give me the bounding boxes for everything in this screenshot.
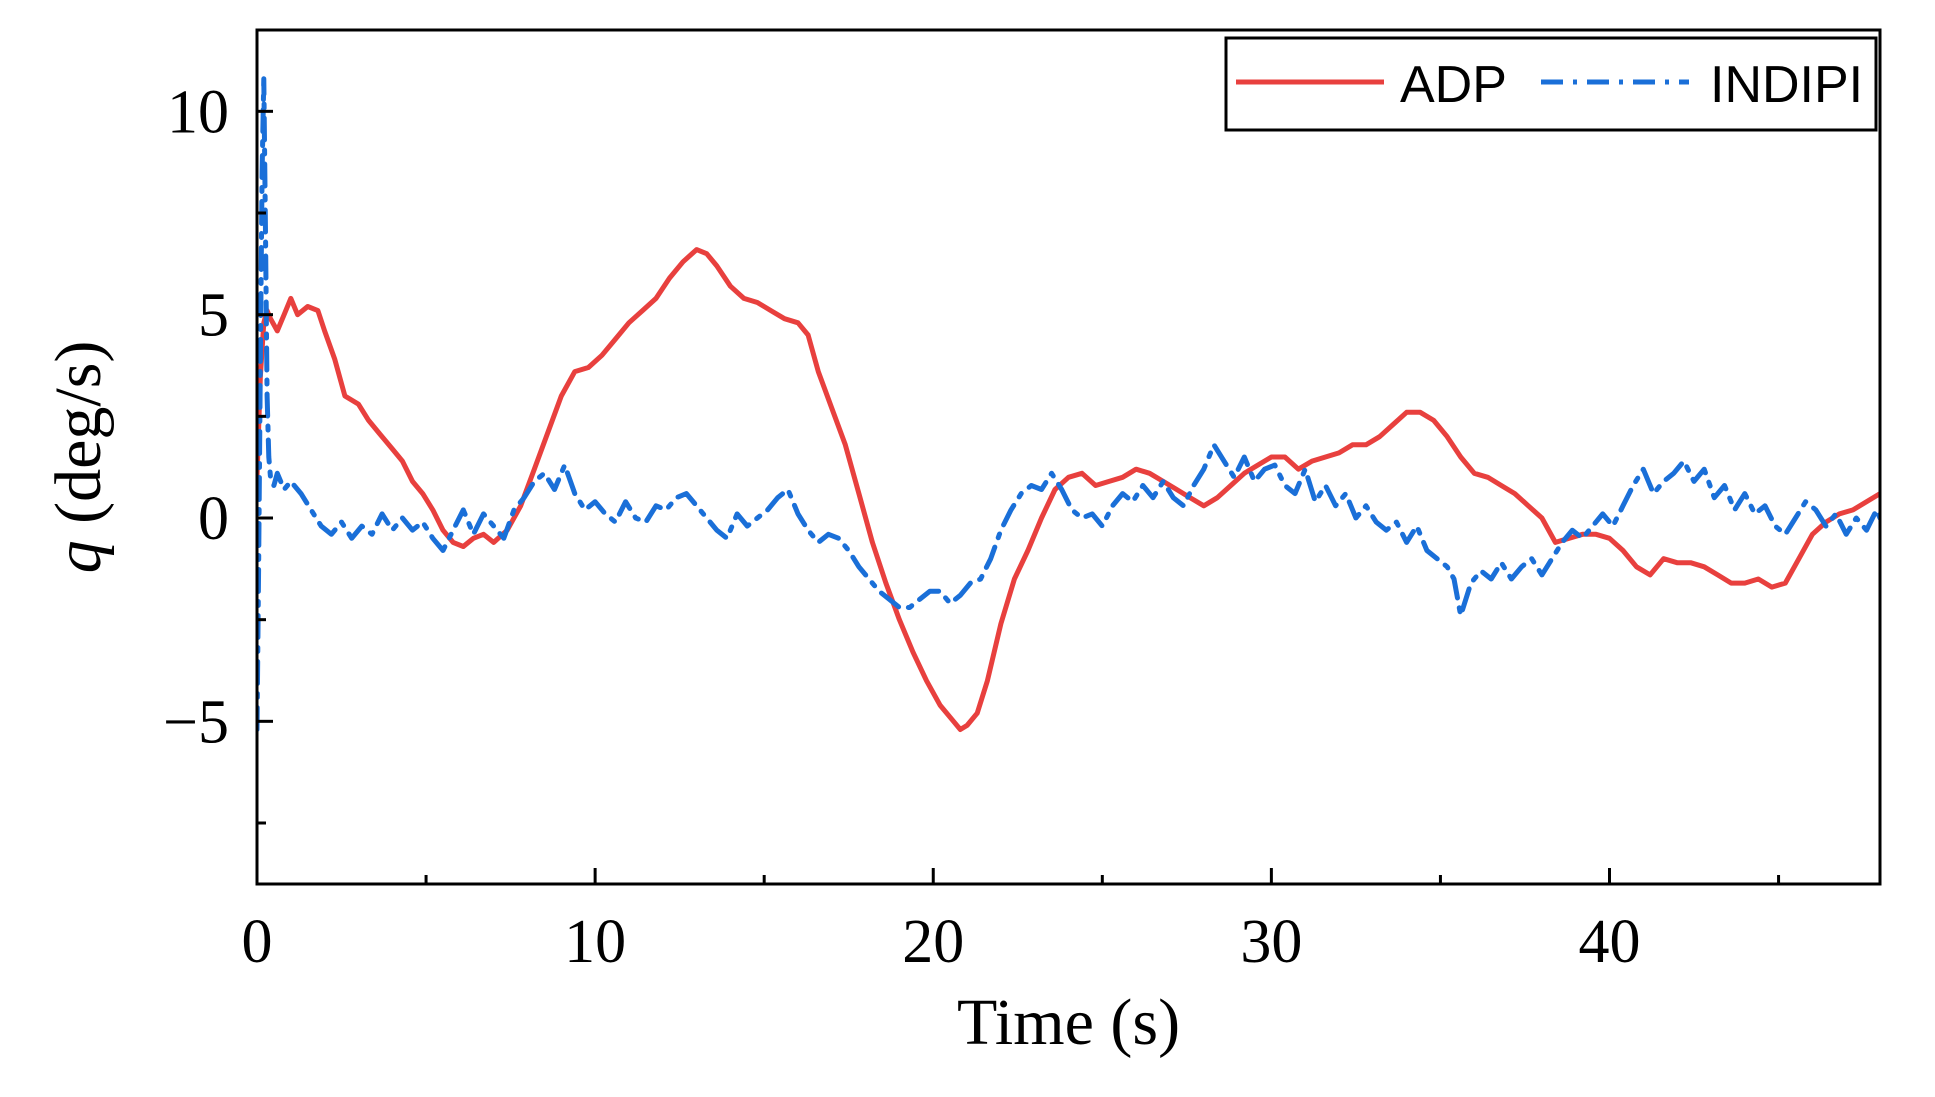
y-tick-label: −5 — [163, 688, 229, 756]
axes: 0 10 20 30 40 10 5 0 −5 Time (s) q (deg/s) — [42, 28, 1882, 1059]
legend-label-indipi: INDIPI — [1710, 56, 1863, 114]
y-axis-title: q (deg/s) — [42, 341, 115, 574]
y-axis-symbol: q — [42, 540, 115, 573]
plot-frame — [255, 28, 1882, 886]
x-tick-label: 10 — [564, 908, 626, 976]
y-tick-label: 0 — [198, 485, 229, 553]
y-tick-label: 10 — [167, 78, 229, 146]
legend-label-adp: ADP — [1400, 56, 1507, 114]
series-line-indipi — [257, 76, 1880, 732]
y-tick-label: 5 — [198, 282, 229, 350]
x-tick-label: 40 — [1579, 908, 1641, 976]
x-tick-label: 0 — [242, 908, 273, 976]
x-axis-title: Time (s) — [957, 986, 1180, 1059]
x-tick-label: 30 — [1240, 908, 1302, 976]
legend: ADP INDIPI — [1224, 36, 1878, 132]
x-tick-label: 20 — [902, 908, 964, 976]
series-line-adp — [257, 247, 1880, 732]
plot-area — [257, 76, 1880, 732]
y-axis-unit: (deg/s) — [42, 341, 115, 541]
